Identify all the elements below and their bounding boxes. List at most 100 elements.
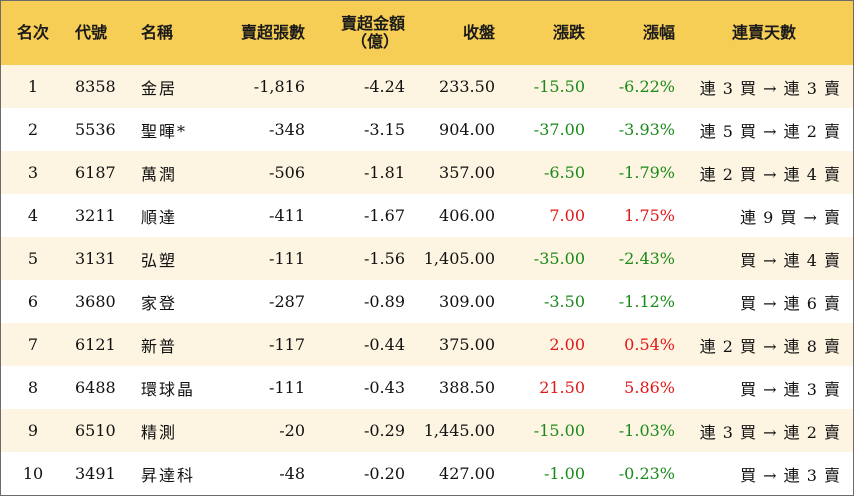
streak-cell: 連 2 買 → 連 4 賣 <box>699 164 841 184</box>
change-cell: 2.00 <box>549 335 585 354</box>
rank-cell: 1 <box>27 77 39 96</box>
name-cell: 精測 <box>141 422 178 442</box>
header-streak: 連賣天數 <box>731 23 796 42</box>
name-cell: 聖暉* <box>141 121 188 141</box>
table-row: 4 3211 順達 -411 -1.67 406.00 7.00 1.75% 連 9 買 → 賣 <box>1 194 853 237</box>
header-close: 收盤 <box>462 23 495 42</box>
code-cell: 8358 <box>75 77 116 96</box>
close-price-cell: 406.00 <box>439 206 495 225</box>
net-sell-shares-cell: -1,816 <box>253 77 305 96</box>
streak-cell: 連 5 買 → 連 2 賣 <box>699 121 841 141</box>
change-cell: 21.50 <box>539 378 585 397</box>
name-cell: 環球晶 <box>141 379 196 399</box>
streak-cell: 買 → 連 6 賣 <box>740 293 841 313</box>
code-cell: 3211 <box>75 206 116 225</box>
header-net-sell-amount-unit: （億） <box>350 32 399 51</box>
name-cell: 家登 <box>141 293 178 313</box>
name-cell: 萬潤 <box>141 164 178 184</box>
name-cell: 金居 <box>141 78 178 98</box>
change-cell: -6.50 <box>543 163 585 182</box>
close-price-cell: 427.00 <box>439 464 495 483</box>
header-name: 名稱 <box>141 23 174 42</box>
change-cell: -3.50 <box>543 292 585 311</box>
net-sell-amount-cell: -0.29 <box>363 421 405 440</box>
header-row: 名次 代號 名稱 賣超張數 賣超金額 （億） 收盤 漲跌 漲幅 連賣天數 <box>1 1 853 65</box>
table-row: 7 6121 新普 -117 -0.44 375.00 2.00 0.54% 連 2 買 → 連… <box>1 323 853 366</box>
net-sell-shares-cell: -411 <box>269 206 305 225</box>
net-sell-amount-cell: -1.81 <box>363 163 405 182</box>
net-sell-amount-cell: -0.44 <box>363 335 405 354</box>
change-cell: -15.00 <box>533 421 585 440</box>
header-net-sell-shares: 賣超張數 <box>240 23 305 42</box>
net-sell-shares-cell: -111 <box>269 378 305 397</box>
change-pct-cell: -1.79% <box>618 163 675 182</box>
rank-cell: 9 <box>27 421 39 440</box>
net-sell-amount-cell: -1.67 <box>363 206 405 225</box>
header-change: 漲跌 <box>552 23 585 42</box>
rank-cell: 10 <box>22 464 44 483</box>
close-price-cell: 375.00 <box>439 335 495 354</box>
streak-cell: 買 → 連 3 賣 <box>740 465 841 485</box>
net-sell-amount-cell: -4.24 <box>363 77 405 96</box>
change-pct-cell: 1.75% <box>624 206 675 225</box>
code-cell: 6488 <box>75 378 116 397</box>
close-price-cell: 1,405.00 <box>423 249 495 268</box>
streak-cell: 連 9 買 → 賣 <box>740 207 841 227</box>
code-cell: 6187 <box>75 163 116 182</box>
close-price-cell: 233.50 <box>439 77 495 96</box>
code-cell: 6121 <box>75 335 116 354</box>
change-pct-cell: -1.03% <box>618 421 675 440</box>
header-net-sell-amount-label: 賣超金額 <box>340 14 405 33</box>
streak-cell: 買 → 連 3 賣 <box>740 379 841 399</box>
change-pct-cell: 0.54% <box>624 335 675 354</box>
rank-cell: 6 <box>27 292 39 311</box>
table-row: 10 3491 昇達科 -48 -0.20 427.00 -1.00 -0.23% 買 → 連 … <box>1 452 853 495</box>
rank-cell: 7 <box>27 335 39 354</box>
code-cell: 5536 <box>75 120 116 139</box>
change-cell: -1.00 <box>543 464 585 483</box>
table-row: 5 3131 弘塑 -111 -1.56 1,405.00 -35.00 -2.43% 買 → … <box>1 237 853 280</box>
streak-cell: 買 → 連 4 賣 <box>740 250 841 270</box>
close-price-cell: 357.00 <box>439 163 495 182</box>
name-cell: 昇達科 <box>141 465 196 485</box>
close-price-cell: 309.00 <box>439 292 495 311</box>
header-change-pct: 漲幅 <box>642 23 675 42</box>
rank-cell: 4 <box>27 206 39 225</box>
close-price-cell: 388.50 <box>439 378 495 397</box>
name-cell: 弘塑 <box>141 250 178 270</box>
close-price-cell: 904.00 <box>439 120 495 139</box>
net-sell-shares-cell: -111 <box>269 249 305 268</box>
rank-cell: 5 <box>27 249 39 268</box>
change-pct-cell: -3.93% <box>618 120 675 139</box>
table-row: 3 6187 萬潤 -506 -1.81 357.00 -6.50 -1.79% 連 2 買 →… <box>1 151 853 194</box>
code-cell: 3131 <box>75 249 116 268</box>
net-sell-shares-cell: -348 <box>269 120 305 139</box>
header-rank: 名次 <box>16 23 49 42</box>
change-pct-cell: -2.43% <box>618 249 675 268</box>
change-pct-cell: -0.23% <box>618 464 675 483</box>
code-cell: 6510 <box>75 421 116 440</box>
rank-cell: 2 <box>27 120 39 139</box>
name-cell: 新普 <box>141 336 178 356</box>
rank-cell: 3 <box>27 163 39 182</box>
table-row: 2 5536 聖暉* -348 -3.15 904.00 -37.00 -3.93% 連 5 買… <box>1 108 853 151</box>
net-sell-amount-cell: -1.56 <box>363 249 405 268</box>
change-cell: -37.00 <box>533 120 585 139</box>
table-row: 6 3680 家登 -287 -0.89 309.00 -3.50 -1.12% 買 → 連 6… <box>1 280 853 323</box>
net-sell-shares-cell: -20 <box>279 421 305 440</box>
table-row: 9 6510 精測 -20 -0.29 1,445.00 -15.00 -1.03% 連 3 買… <box>1 409 853 452</box>
table-row: 8 6488 環球晶 -111 -0.43 388.50 21.50 5.86% 買 → 連 3… <box>1 366 853 409</box>
streak-cell: 連 2 買 → 連 8 賣 <box>699 336 841 356</box>
net-sell-amount-cell: -3.15 <box>363 120 405 139</box>
net-sell-shares-cell: -48 <box>279 464 305 483</box>
header-code: 代號 <box>75 23 108 42</box>
net-sell-shares-cell: -506 <box>269 163 305 182</box>
rank-cell: 8 <box>27 378 39 397</box>
change-cell: -35.00 <box>533 249 585 268</box>
header-net-sell-amount: 賣超金額 （億） <box>305 1 405 65</box>
net-sell-amount-cell: -0.20 <box>363 464 405 483</box>
change-pct-cell: -1.12% <box>618 292 675 311</box>
net-sell-shares-cell: -287 <box>269 292 305 311</box>
net-sell-amount-cell: -0.89 <box>363 292 405 311</box>
